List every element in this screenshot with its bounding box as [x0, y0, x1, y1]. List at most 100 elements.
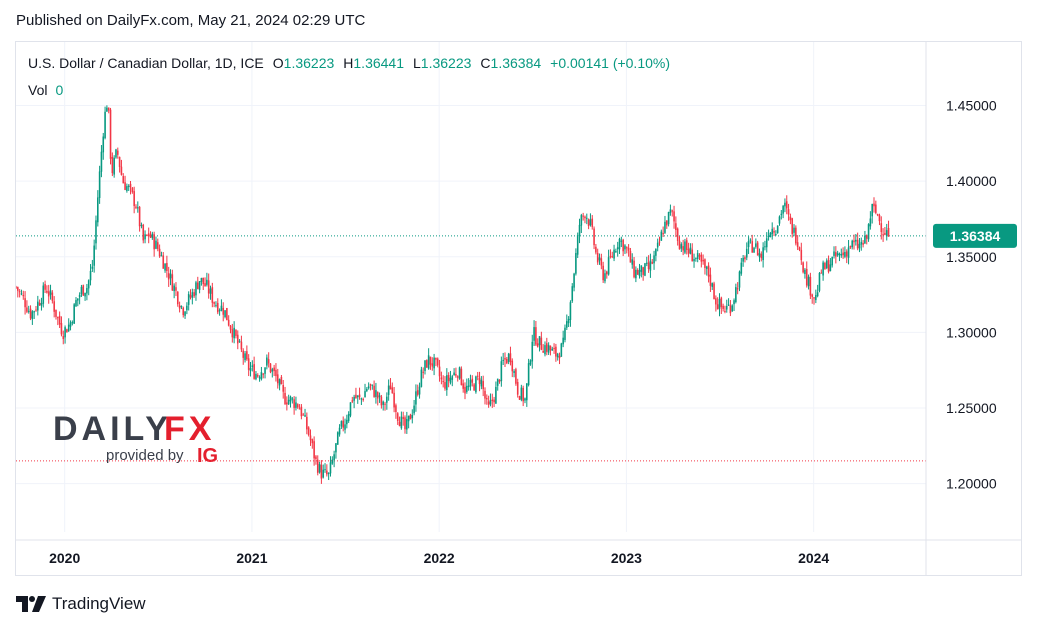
candle-body	[251, 365, 254, 367]
candle-body	[142, 224, 145, 241]
candle-body	[558, 355, 561, 359]
candle-body	[498, 380, 501, 382]
candle-body	[144, 234, 146, 240]
candle-body	[524, 398, 526, 401]
candle-body	[471, 378, 474, 383]
candle-body	[286, 402, 288, 405]
candle-body	[202, 277, 205, 285]
candle-body	[487, 401, 490, 405]
candle-body	[53, 301, 55, 312]
candle-body	[124, 182, 126, 190]
candle-body	[466, 385, 468, 392]
candle-body	[609, 255, 612, 257]
candle-body	[675, 223, 677, 230]
candle-body	[253, 364, 255, 379]
candle-body	[800, 249, 803, 261]
candle-body	[567, 318, 570, 324]
candle-body	[489, 400, 492, 405]
candle-body	[818, 273, 821, 291]
candle-body	[518, 396, 521, 400]
candle-body	[446, 375, 448, 391]
candle-body	[351, 400, 354, 402]
candle-body	[780, 213, 783, 216]
candle-body	[573, 273, 575, 288]
candle-body	[656, 242, 659, 248]
candle-body	[791, 218, 794, 234]
candle-body	[427, 355, 430, 369]
candle-body	[46, 290, 48, 293]
candle-body	[146, 234, 148, 236]
candle-body	[418, 386, 421, 395]
candle-body	[218, 310, 221, 312]
candle-body	[871, 203, 873, 217]
candle-body	[464, 386, 466, 394]
candle-body	[849, 246, 852, 248]
candle-body	[111, 156, 114, 174]
candlestick-chart[interactable]: DAILY FX provided by IG 1.450001.400001.…	[16, 42, 1022, 576]
candle-body	[20, 293, 23, 295]
candle-body	[847, 247, 850, 258]
candle-body	[276, 374, 279, 384]
candle-body	[156, 242, 159, 249]
candle-body	[429, 356, 432, 365]
candle-body	[638, 269, 641, 276]
candle-body	[416, 390, 419, 395]
watermark-ig: IG	[197, 445, 218, 467]
candle-body	[636, 269, 639, 275]
candle-body	[420, 369, 423, 387]
candle-body	[415, 391, 417, 405]
candle-body	[796, 242, 799, 248]
watermark-daily: DAILY	[53, 410, 172, 448]
candle-body	[851, 240, 853, 248]
candle-body	[815, 295, 817, 301]
candle-body	[327, 472, 330, 475]
price-axis[interactable]: 1.45000 1.40000 1.35000 1.30000 1.25000 1.200…	[925, 42, 997, 576]
candle-body	[287, 399, 290, 405]
candle-body	[302, 414, 305, 416]
candle-body	[255, 373, 257, 380]
candle-body	[569, 302, 572, 320]
candle-body	[576, 235, 579, 255]
candle-body	[549, 345, 552, 351]
chart-panel[interactable]: DAILY FX provided by IG 1.45000 1.40000 1.…	[15, 41, 1022, 576]
candle-body	[875, 204, 877, 213]
candle-body	[296, 404, 299, 408]
candle-body	[540, 337, 543, 350]
candle-body	[189, 295, 192, 298]
candle-body	[684, 241, 686, 253]
candle-body	[773, 230, 775, 233]
candle-body	[767, 236, 770, 238]
candle-body	[104, 111, 106, 139]
candle-body	[211, 287, 214, 303]
candle-body	[536, 343, 539, 347]
candle-body	[827, 260, 830, 272]
candle-body	[491, 399, 494, 401]
candle-body	[426, 360, 428, 368]
candle-body	[700, 254, 703, 262]
published-caption: Published on DailyFx.com, May 21, 2024 0…	[16, 12, 366, 29]
time-axis[interactable]: 2020 2021 2022 2023 2024	[16, 539, 1022, 566]
candle-body	[135, 206, 137, 208]
dailyfx-watermark: DAILY FX provided by IG	[53, 410, 218, 467]
candle-body	[765, 238, 768, 248]
candle-body	[280, 377, 283, 385]
candle-body	[622, 239, 624, 252]
candle-body	[275, 369, 277, 377]
candle-body	[725, 305, 728, 310]
candle-body	[375, 390, 377, 397]
candle-body	[451, 376, 454, 380]
candle-body	[258, 377, 261, 379]
candle-body	[805, 268, 808, 286]
low-label: L	[413, 55, 421, 71]
candle-body	[57, 317, 59, 319]
candle-body	[387, 385, 390, 395]
candle-body	[740, 262, 743, 274]
candle-body	[615, 251, 617, 253]
candle-body	[342, 420, 345, 428]
candle-body	[440, 377, 443, 380]
candle-body	[453, 372, 455, 376]
volume-label: Vol	[28, 82, 48, 98]
tradingview-brand[interactable]: TradingView	[16, 594, 146, 614]
candle-body	[460, 368, 463, 386]
candle-body	[278, 379, 281, 386]
